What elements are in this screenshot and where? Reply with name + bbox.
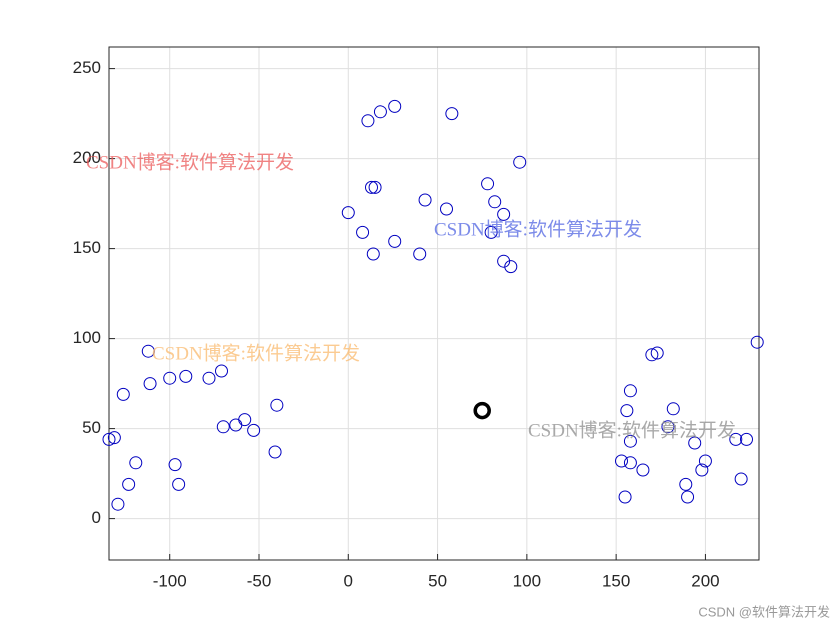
point <box>356 225 370 239</box>
point <box>734 472 748 486</box>
point <box>111 497 125 511</box>
point <box>107 431 121 445</box>
point <box>247 423 261 437</box>
point <box>623 384 637 398</box>
y-tick-label: 50 <box>82 418 101 437</box>
point <box>202 371 216 385</box>
point <box>143 377 157 391</box>
x-tick-label: 0 <box>344 571 353 590</box>
plot-background <box>109 47 759 560</box>
point <box>445 107 459 121</box>
watermark: CSDN博客:软件算法开发 <box>86 151 294 173</box>
point <box>163 371 177 385</box>
point <box>268 445 282 459</box>
point <box>750 335 764 349</box>
axes-box <box>108 46 760 561</box>
footer-credit: CSDN @软件算法开发 <box>698 604 830 619</box>
point <box>504 260 518 274</box>
x-tick-label: -50 <box>247 571 272 590</box>
point <box>620 404 634 418</box>
point <box>366 247 380 261</box>
watermark: CSDN博客:软件算法开发 <box>528 419 736 441</box>
point <box>623 434 637 448</box>
point <box>102 432 116 446</box>
point <box>740 432 753 446</box>
point <box>361 114 375 128</box>
x-tick-label: 200 <box>691 571 719 590</box>
point <box>729 432 743 446</box>
point <box>141 344 155 358</box>
x-tick-label: 50 <box>428 571 447 590</box>
point <box>636 463 650 477</box>
point <box>373 105 387 119</box>
y-tick-label: 200 <box>73 148 101 167</box>
point <box>615 454 628 468</box>
point <box>650 346 664 360</box>
point <box>440 202 453 216</box>
point <box>666 402 680 416</box>
x-tick-label: 150 <box>602 571 630 590</box>
point <box>172 477 186 491</box>
x-tick-label: -100 <box>153 571 187 590</box>
point <box>216 420 230 434</box>
point <box>679 477 693 491</box>
point <box>116 387 130 401</box>
point <box>341 206 355 220</box>
point <box>418 193 432 207</box>
point <box>618 490 632 504</box>
point <box>168 458 182 472</box>
x-tick-label: 100 <box>513 571 541 590</box>
highlight-point <box>473 401 491 420</box>
point <box>688 436 702 450</box>
point <box>695 463 709 477</box>
point <box>368 180 382 194</box>
point <box>179 369 193 383</box>
point <box>122 477 136 491</box>
point <box>129 456 143 470</box>
point <box>698 454 712 468</box>
point <box>681 490 695 504</box>
point <box>413 247 427 261</box>
point <box>513 155 527 169</box>
point <box>623 456 637 470</box>
point <box>365 180 378 194</box>
plot-area: 0 50 100 150 200 250 -100 -50 0 50 100 150 200 <box>73 46 764 590</box>
point <box>661 420 675 434</box>
watermark: CSDN博客:软件算法开发 <box>152 342 360 364</box>
point <box>484 225 498 239</box>
point <box>270 398 284 412</box>
point <box>388 99 402 113</box>
y-tick-label: 100 <box>73 328 101 347</box>
point <box>481 177 495 191</box>
point <box>645 348 659 362</box>
point <box>388 234 402 248</box>
point <box>215 364 228 378</box>
point <box>488 195 502 209</box>
point <box>238 413 252 427</box>
watermark: CSDN博客:软件算法开发 <box>434 218 642 240</box>
y-tick-label: 150 <box>73 238 101 257</box>
y-tick-label: 0 <box>92 508 101 527</box>
point <box>497 207 511 221</box>
y-tick-label: 250 <box>73 58 101 77</box>
